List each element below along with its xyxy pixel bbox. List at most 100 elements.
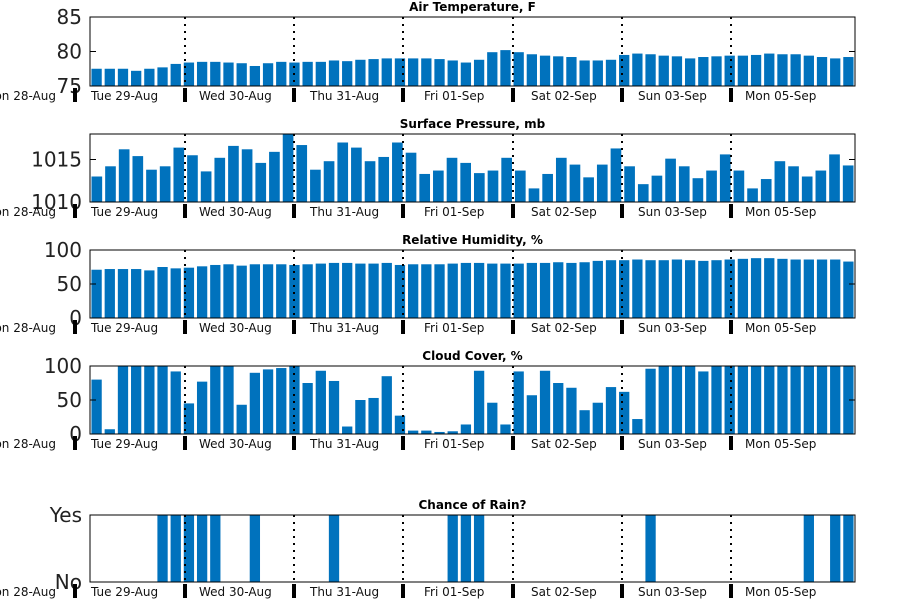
x-tick-label: Mon 05-Sep (745, 321, 816, 335)
bar (733, 170, 745, 202)
bar (843, 366, 854, 434)
y-tick-label: Yes (49, 503, 82, 527)
bar (394, 264, 406, 318)
x-tick-label: Tue 29-Aug (90, 321, 158, 335)
bar (159, 166, 171, 202)
bar (170, 268, 181, 318)
bar (698, 57, 709, 86)
bar (790, 54, 801, 86)
bar (91, 269, 102, 318)
bar (408, 264, 419, 318)
x-tick-label: Wed 30-Aug (199, 89, 272, 103)
bar (447, 60, 458, 86)
bar (645, 260, 656, 318)
bar (392, 142, 403, 202)
bar (368, 263, 379, 318)
bar (289, 366, 300, 434)
bar (276, 61, 287, 86)
bar (526, 262, 537, 318)
bar (236, 265, 247, 318)
bar (196, 266, 208, 318)
bar (724, 259, 735, 318)
bar (91, 379, 102, 434)
bar (378, 156, 390, 202)
bar (750, 366, 762, 434)
bar (276, 368, 287, 434)
bar (566, 387, 577, 434)
x-tick-label: Thu 31-Aug (309, 89, 379, 103)
chart-panel-5: Chance of Rain? No Yes Mon 28-Aug Tue 29-Aug… (0, 498, 856, 599)
bar (408, 430, 419, 434)
bar (830, 366, 841, 434)
bar (487, 402, 498, 434)
bar (144, 68, 155, 86)
bar (774, 161, 786, 202)
bar (223, 62, 234, 86)
bar (750, 258, 762, 318)
bar (183, 267, 195, 318)
bar (719, 154, 731, 202)
bar (91, 68, 102, 86)
bar (605, 59, 617, 86)
bar (355, 59, 366, 86)
bar (355, 400, 366, 434)
plot-frame (89, 514, 856, 583)
bar (747, 188, 758, 202)
x-tick-label: Tue 29-Aug (90, 585, 158, 599)
bar (553, 262, 564, 318)
bar (777, 54, 788, 86)
bar (117, 68, 129, 86)
y-tick-label: 100 (44, 354, 82, 378)
bar (381, 58, 392, 86)
bar (187, 155, 198, 202)
chart-panel-3: Relative Humidity, % 0 50 100 Mon 28-Aug Tue … (0, 233, 856, 335)
x-tick-label: Sun 03-Sep (638, 89, 707, 103)
bar (619, 391, 630, 434)
bar (196, 61, 208, 86)
bar (323, 161, 335, 202)
bar (592, 402, 603, 434)
bar (421, 430, 432, 434)
x-tick-label: Mon 28-Aug (0, 437, 56, 451)
bar (355, 263, 366, 318)
bar (200, 171, 212, 202)
bar (539, 55, 551, 86)
bar (658, 366, 669, 434)
bar (645, 368, 656, 434)
bar (801, 176, 813, 202)
x-tick-label: Sat 02-Sep (531, 437, 597, 451)
bar (381, 376, 392, 434)
bar (241, 149, 253, 202)
bar (117, 366, 129, 434)
bar (183, 403, 195, 434)
bar (460, 262, 472, 318)
bar (592, 260, 603, 318)
x-tick-label: Fri 01-Sep (424, 205, 484, 219)
bar (262, 369, 274, 434)
bar (91, 176, 103, 202)
bar (473, 59, 485, 86)
bar (684, 58, 696, 86)
y-tick-label: 0 (69, 422, 82, 446)
bar (302, 61, 313, 86)
x-tick-label: Sat 02-Sep (531, 89, 597, 103)
bar (310, 169, 321, 202)
bar (223, 264, 234, 318)
bar (501, 157, 512, 202)
bar (764, 366, 775, 434)
x-tick-label: Fri 01-Sep (424, 585, 484, 599)
bar (830, 259, 841, 318)
bar (803, 259, 814, 318)
bar (777, 366, 788, 434)
bar (803, 366, 814, 434)
bar (105, 166, 116, 202)
bar (605, 387, 617, 434)
x-tick-label: Mon 28-Aug (0, 205, 56, 219)
bar (419, 173, 431, 202)
bar (183, 62, 195, 86)
bar (592, 60, 603, 86)
bar (447, 515, 458, 582)
bar (816, 57, 828, 86)
y-tick-label: 100 (44, 238, 82, 262)
x-tick-label: Mon 05-Sep (745, 585, 816, 599)
